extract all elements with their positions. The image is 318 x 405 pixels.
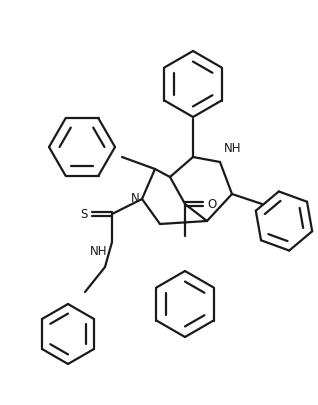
Text: S: S	[81, 208, 88, 221]
Text: N: N	[131, 192, 140, 205]
Text: O: O	[207, 198, 216, 211]
Text: NH: NH	[89, 244, 107, 257]
Text: NH: NH	[224, 142, 241, 155]
